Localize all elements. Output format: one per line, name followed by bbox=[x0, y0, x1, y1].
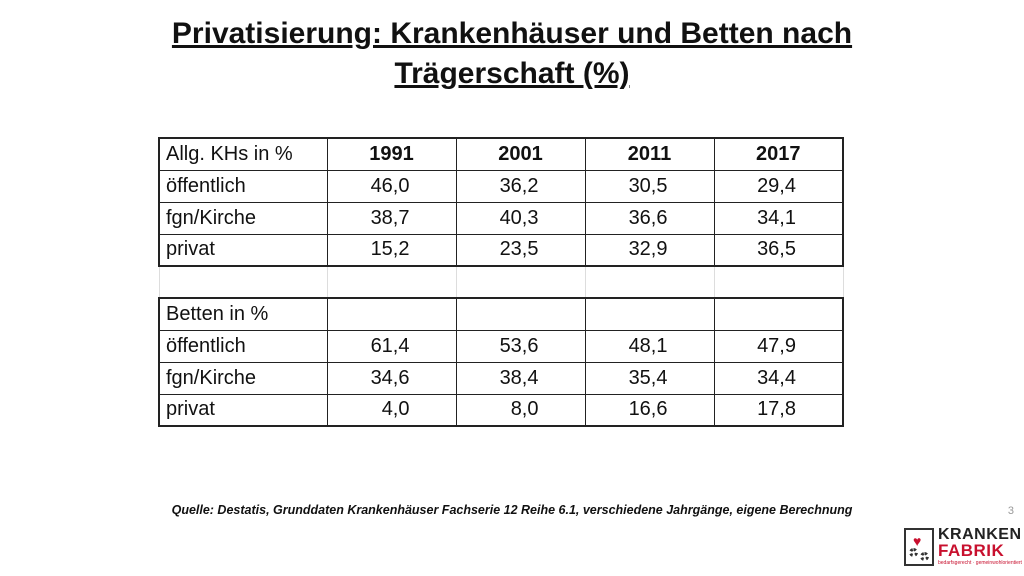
row-label: öffentlich bbox=[158, 329, 328, 363]
krankenfabrik-logo: ♥ KRANKEN FABRIK bedarfsgerecht · gemein… bbox=[904, 526, 1022, 570]
table-cell: 36,5 bbox=[713, 233, 844, 267]
table-cell: 29,4 bbox=[713, 169, 844, 203]
table-spacer-row bbox=[158, 265, 844, 299]
table-row: privat 4,0 8,0 16,6 17,8 bbox=[158, 393, 844, 427]
header-year: 2017 bbox=[713, 137, 844, 171]
spacer-cell bbox=[455, 265, 586, 299]
table-cell: 36,6 bbox=[584, 201, 715, 235]
row-label: öffentlich bbox=[158, 169, 328, 203]
table-cell: 15,2 bbox=[326, 233, 457, 267]
row-label: fgn/Kirche bbox=[158, 361, 328, 395]
header-year: 2001 bbox=[455, 137, 586, 171]
table-cell: 17,8 bbox=[713, 393, 844, 427]
table-cell: 34,4 bbox=[713, 361, 844, 395]
section-label: Betten in % bbox=[158, 297, 328, 331]
table-cell: 48,1 bbox=[584, 329, 715, 363]
source-note: Quelle: Destatis, Grunddaten Krankenhäus… bbox=[171, 503, 853, 517]
header-label: Allg. KHs in % bbox=[158, 137, 328, 171]
table-row: öffentlich 46,0 36,2 30,5 29,4 bbox=[158, 169, 844, 203]
table-cell bbox=[713, 297, 844, 331]
spacer-cell bbox=[326, 265, 457, 299]
table-row: privat 15,2 23,5 32,9 36,5 bbox=[158, 233, 844, 267]
slide-title: Privatisierung: Krankenhäuser und Betten… bbox=[0, 14, 1024, 94]
slide-title-line-2: Trägerschaft (%) bbox=[394, 57, 630, 90]
logo-word-1: KRANKEN bbox=[938, 526, 1022, 543]
row-label: privat bbox=[158, 233, 328, 267]
table-row: fgn/Kirche 34,6 38,4 35,4 34,4 bbox=[158, 361, 844, 395]
spacer-cell bbox=[713, 265, 844, 299]
table-cell: 23,5 bbox=[455, 233, 586, 267]
table-cell: 8,0 bbox=[455, 393, 586, 427]
table-cell: 32,9 bbox=[584, 233, 715, 267]
table-cell bbox=[455, 297, 586, 331]
table-cell: 53,6 bbox=[455, 329, 586, 363]
table-cell: 46,0 bbox=[326, 169, 457, 203]
table-cell: 30,5 bbox=[584, 169, 715, 203]
table-cell bbox=[584, 297, 715, 331]
table-cell: 61,4 bbox=[326, 329, 457, 363]
logo-word-2: FABRIK bbox=[938, 541, 1005, 560]
table-cell: 34,1 bbox=[713, 201, 844, 235]
table-cell: 40,3 bbox=[455, 201, 586, 235]
table-cell: 38,7 bbox=[326, 201, 457, 235]
table-cell: 47,9 bbox=[713, 329, 844, 363]
header-year: 1991 bbox=[326, 137, 457, 171]
spacer-cell bbox=[584, 265, 715, 299]
table-cell: 34,6 bbox=[326, 361, 457, 395]
table-row: öffentlich 61,4 53,6 48,1 47,9 bbox=[158, 329, 844, 363]
table-cell bbox=[326, 297, 457, 331]
table-row: fgn/Kirche 38,7 40,3 36,6 34,1 bbox=[158, 201, 844, 235]
row-label: fgn/Kirche bbox=[158, 201, 328, 235]
table-cell: 36,2 bbox=[455, 169, 586, 203]
row-label: privat bbox=[158, 393, 328, 427]
data-table: Allg. KHs in % 1991 2001 2011 2017 öffen… bbox=[158, 137, 844, 427]
table-header-row: Allg. KHs in % 1991 2001 2011 2017 bbox=[158, 137, 844, 171]
logo-tagline: bedarfsgerecht · gemeinwohlorientiert bbox=[938, 560, 1022, 566]
header-year: 2011 bbox=[584, 137, 715, 171]
slide-number: 3 bbox=[1007, 505, 1014, 517]
heart-gears-icon: ♥ bbox=[904, 528, 934, 566]
slide-title-line-1: Privatisierung: Krankenhäuser und Betten… bbox=[171, 17, 853, 50]
table-cell: 35,4 bbox=[584, 361, 715, 395]
spacer-cell bbox=[158, 265, 328, 299]
table-cell: 4,0 bbox=[326, 393, 457, 427]
table-section-row: Betten in % bbox=[158, 297, 844, 331]
table-cell: 38,4 bbox=[455, 361, 586, 395]
table-cell: 16,6 bbox=[584, 393, 715, 427]
